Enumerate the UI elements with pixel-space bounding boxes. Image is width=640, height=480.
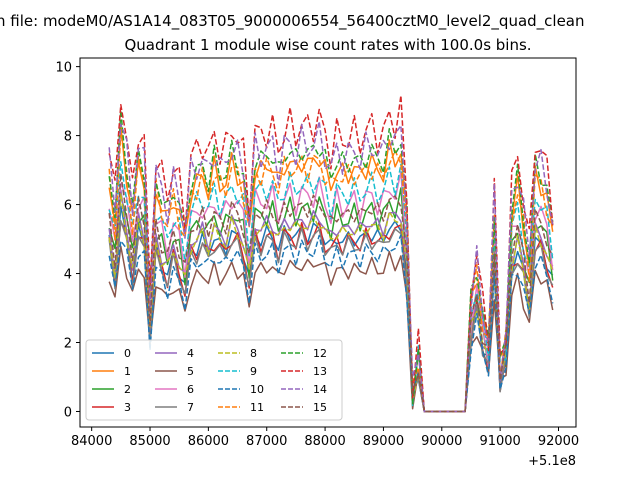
x-offset-label: +5.1e8 [528,454,576,469]
legend-label-3: 3 [124,401,131,414]
series-line-2 [108,187,554,413]
x-axis: 84000 85000 86000 87000 88000 89000 90000 91000… [71,427,579,449]
x-tick-label: 89000 [363,434,404,449]
y-tick-label: 8 [64,130,72,145]
series-line-15 [108,173,554,413]
legend-label-2: 2 [124,383,131,396]
series-line-10 [108,234,554,413]
y-tick-label: 0 [64,405,72,420]
series-line-14 [108,120,554,413]
figure-suptitle: n file: modeM0/AS1A14_083T05_9000006554_… [0,12,585,31]
y-tick-label: 2 [64,337,72,352]
y-tick-label: 6 [64,199,72,214]
legend-label-1: 1 [124,365,131,378]
legend-box [85,339,343,421]
series-line-8 [108,192,554,413]
y-tick-label: 10 [55,61,72,76]
series-lines [108,94,554,413]
legend-label-15: 15 [313,401,327,414]
legend-label-9: 9 [250,365,257,378]
series-line-13 [108,94,554,413]
plot-frame [79,57,577,428]
x-tick-label: 86000 [188,434,229,449]
legend-label-7: 7 [187,401,194,414]
legend-label-8: 8 [250,347,257,360]
y-axis: 0 2 4 6 8 10 [55,61,80,420]
legend-label-5: 5 [187,365,194,378]
legend-label-10: 10 [250,383,264,396]
x-tick-label: 90000 [421,434,462,449]
x-tick-label: 91000 [479,434,520,449]
x-tick-label: 87000 [246,434,287,449]
legend-label-11: 11 [250,401,264,414]
legend-label-6: 6 [187,383,194,396]
x-tick-label: 92000 [538,434,579,449]
legend-label-14: 14 [313,383,327,396]
legend-label-13: 13 [313,365,327,378]
x-tick-label: 84000 [71,434,112,449]
chart-title: Quadrant 1 module wise count rates with … [124,36,531,54]
legend-label-4: 4 [187,347,194,360]
legend-label-12: 12 [313,347,327,360]
y-tick-label: 4 [64,268,72,283]
legend-label-0: 0 [124,347,131,360]
x-tick-label: 85000 [129,434,170,449]
series-line-9 [108,161,554,413]
x-tick-label: 88000 [304,434,345,449]
